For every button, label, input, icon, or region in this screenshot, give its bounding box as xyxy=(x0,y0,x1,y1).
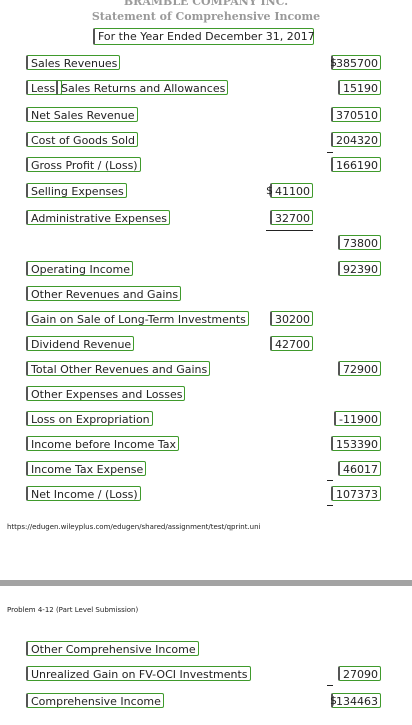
underline xyxy=(327,152,333,153)
currency-sign: $ xyxy=(266,184,273,197)
label-field[interactable]: Total Other Revenues and Gains xyxy=(26,361,211,376)
label-field[interactable]: Cost of Goods Sold xyxy=(26,132,138,147)
amount-field[interactable]: 15190 xyxy=(338,80,381,95)
prefix-field[interactable]: Less: xyxy=(26,80,62,95)
label-field[interactable]: Administrative Expenses xyxy=(26,210,170,225)
divider xyxy=(0,580,412,586)
label-field[interactable]: Gain on Sale of Long-Term Investments xyxy=(26,311,249,326)
amount-field[interactable]: -11900 xyxy=(334,411,381,426)
label-field[interactable]: Net Sales Revenue xyxy=(26,107,138,122)
amount-field[interactable]: 72900 xyxy=(338,361,381,376)
label-field[interactable]: Income Tax Expense xyxy=(26,461,147,476)
amount-field[interactable]: 107373 xyxy=(331,486,381,501)
label-field[interactable]: Loss on Expropriation xyxy=(26,411,153,426)
label-field[interactable]: Gross Profit / (Loss) xyxy=(26,157,141,172)
underline xyxy=(327,480,333,481)
amount-field[interactable]: 370510 xyxy=(331,107,381,122)
label-field[interactable]: Other Expenses and Losses xyxy=(26,386,186,401)
statement-title: Statement of Comprehensive Income xyxy=(91,10,321,23)
amount-field[interactable]: 204320 xyxy=(331,132,381,147)
amount-field[interactable]: 153390 xyxy=(331,436,381,451)
currency-sign: $ xyxy=(330,56,337,69)
amount-field[interactable]: 41100 xyxy=(270,183,313,198)
amount-field[interactable]: 46017 xyxy=(338,461,381,476)
amount-field[interactable]: 134463 xyxy=(331,693,381,708)
label-field[interactable]: Unrealized Gain on FV-OCI Investments xyxy=(26,666,251,681)
amount-field[interactable]: 27090 xyxy=(338,666,381,681)
label-field[interactable]: Comprehensive Income xyxy=(26,693,164,708)
amount-field[interactable]: 73800 xyxy=(338,235,381,250)
amount-field[interactable]: 42700 xyxy=(270,336,313,351)
currency-sign: $ xyxy=(330,694,337,707)
amount-field[interactable]: 30200 xyxy=(270,311,313,326)
underline xyxy=(327,685,333,686)
label-field[interactable]: Sales Revenues xyxy=(26,55,121,70)
amount-field[interactable]: 92390 xyxy=(338,261,381,276)
label-field[interactable]: Dividend Revenue xyxy=(26,336,135,351)
label-field[interactable]: Income before Income Tax xyxy=(26,436,179,451)
problem-label: Problem 4-12 (Part Level Submission) xyxy=(7,606,139,614)
underline xyxy=(327,505,333,506)
company-name: BRAMBLE COMPANY INC. xyxy=(123,0,289,8)
label-field[interactable]: Other Comprehensive Income xyxy=(26,641,199,656)
amount-field[interactable]: 166190 xyxy=(331,157,381,172)
underline xyxy=(266,230,313,231)
amount-field[interactable]: 32700 xyxy=(270,210,313,225)
label-field[interactable]: Operating Income xyxy=(26,261,133,276)
amount-field[interactable]: 385700 xyxy=(331,55,381,70)
period-field[interactable]: For the Year Ended December 31, 2017 xyxy=(93,28,315,45)
label-field[interactable]: Sales Returns and Allowances xyxy=(56,80,229,95)
label-field[interactable]: Selling Expenses xyxy=(26,183,127,198)
label-field[interactable]: Other Revenues and Gains xyxy=(26,286,182,301)
label-field[interactable]: Net Income / (Loss) xyxy=(26,486,141,501)
footer-url: https://edugen.wileyplus.com/edugen/shar… xyxy=(7,523,261,531)
